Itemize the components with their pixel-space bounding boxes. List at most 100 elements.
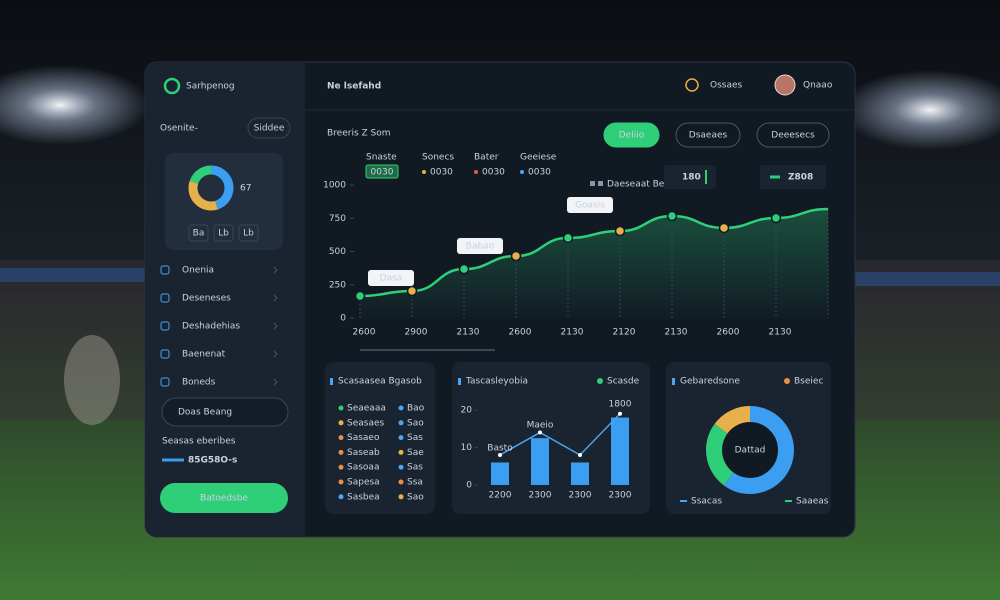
point[interactable] bbox=[406, 285, 418, 297]
nav-item[interactable]: Deseneses bbox=[182, 294, 231, 304]
row-dot bbox=[398, 405, 404, 411]
annotation-box bbox=[457, 238, 503, 254]
content: Sarhpenog Osenite- Siddee 67 Ba Lb Lb Onenia Des… bbox=[160, 74, 833, 514]
nav-item[interactable]: Deshadehias bbox=[182, 322, 240, 332]
tab[interactable] bbox=[603, 122, 660, 148]
nav-icon bbox=[160, 293, 170, 303]
annotation: Maeio bbox=[527, 421, 554, 431]
gauge-button[interactable] bbox=[213, 224, 234, 242]
gauge-button-label[interactable]: Lb bbox=[243, 229, 254, 239]
bar bbox=[571, 462, 589, 485]
section-button[interactable] bbox=[247, 117, 291, 139]
y-tick-label: 500 bbox=[329, 247, 346, 257]
filter-label: Bater bbox=[474, 153, 499, 163]
tab[interactable] bbox=[756, 122, 830, 148]
x-tick-label: 2300 bbox=[569, 491, 592, 501]
point[interactable] bbox=[562, 232, 574, 244]
search-input[interactable] bbox=[161, 397, 289, 427]
donut-center: Dattad bbox=[735, 446, 766, 456]
x-tick-label: 2600 bbox=[717, 328, 740, 338]
row-dot bbox=[338, 435, 344, 441]
gauge-button[interactable] bbox=[238, 224, 259, 242]
header-title: Ne lsefahd bbox=[327, 82, 381, 92]
gauge-label: 67 bbox=[240, 184, 251, 194]
card-title: Scasaasea Bgasob bbox=[338, 377, 422, 387]
y-tick-label: 250 bbox=[329, 280, 346, 290]
gauge-button-label[interactable]: Ba bbox=[193, 229, 205, 239]
user-name[interactable]: Qnaao bbox=[803, 81, 833, 91]
avatar[interactable] bbox=[774, 74, 796, 96]
tab-label[interactable]: Deliio bbox=[619, 131, 645, 141]
row-dot bbox=[398, 464, 404, 470]
filter-label: Geeiese bbox=[520, 153, 557, 163]
brand-icon bbox=[163, 77, 181, 95]
row-dot bbox=[398, 494, 404, 500]
annotation: Dasa bbox=[380, 274, 403, 284]
annotation: Goasis bbox=[575, 201, 605, 211]
point[interactable] bbox=[718, 222, 730, 234]
annotation: Babao bbox=[466, 242, 495, 252]
row-value: Sas bbox=[407, 433, 423, 443]
stadium-light bbox=[840, 70, 1000, 150]
status-text: Ossaes bbox=[710, 81, 743, 91]
row-dot bbox=[338, 405, 344, 411]
row-value: Sao bbox=[407, 492, 424, 502]
legend-swatch bbox=[597, 378, 603, 384]
nav-icon bbox=[160, 321, 170, 331]
nav-item[interactable]: Onenia bbox=[182, 266, 214, 276]
tab-label[interactable]: Deeesecs bbox=[771, 131, 815, 141]
section-label: Osenite- bbox=[160, 124, 198, 134]
point[interactable] bbox=[354, 290, 366, 302]
point[interactable] bbox=[614, 225, 626, 237]
filter-chip[interactable] bbox=[365, 164, 399, 179]
section-button-label[interactable]: Siddee bbox=[254, 124, 285, 134]
x-tick-label: 2120 bbox=[613, 328, 636, 338]
filter-dot bbox=[474, 170, 478, 174]
filter-chip-label[interactable]: 0030 bbox=[482, 168, 505, 178]
card-title: Gebaredsone bbox=[680, 377, 740, 387]
point[interactable] bbox=[666, 210, 678, 222]
x-tick-label: 2130 bbox=[769, 328, 792, 338]
filter-chip-label[interactable]: 0030 bbox=[528, 168, 551, 178]
annotation-box bbox=[567, 197, 613, 213]
x-tick-label: 2300 bbox=[609, 491, 632, 501]
point[interactable] bbox=[770, 212, 782, 224]
stat-value: 85G58O-s bbox=[188, 456, 237, 466]
cta-button[interactable] bbox=[160, 483, 288, 513]
stat-icon bbox=[590, 181, 595, 186]
point[interactable] bbox=[458, 263, 470, 275]
annotation: Basto bbox=[487, 444, 513, 454]
banner bbox=[0, 268, 150, 282]
point[interactable] bbox=[510, 250, 522, 262]
legend-label: Bseiec bbox=[794, 377, 823, 387]
nav-item[interactable]: Boneds bbox=[182, 378, 216, 388]
gauge-button[interactable] bbox=[188, 224, 209, 242]
bar bbox=[531, 438, 549, 485]
y-tick-label: 0 bbox=[466, 481, 472, 491]
row-dot bbox=[338, 449, 344, 455]
search-input-text[interactable]: Doas Beang bbox=[178, 408, 232, 418]
gauge-button-label[interactable]: Lb bbox=[218, 229, 229, 239]
filter-chip-label[interactable]: 0030 bbox=[371, 168, 394, 178]
bar bbox=[491, 462, 509, 485]
row-label: Sapesa bbox=[347, 478, 380, 488]
tab-label[interactable]: Dsaeaes bbox=[689, 131, 728, 141]
tab[interactable] bbox=[675, 122, 741, 148]
donut-hole bbox=[722, 422, 778, 478]
row-dot bbox=[338, 479, 344, 485]
filter-label: Sonecs bbox=[422, 153, 454, 163]
row-dot bbox=[398, 479, 404, 485]
nav-item[interactable]: Baenenat bbox=[182, 350, 226, 360]
x-tick-label: 2600 bbox=[353, 328, 376, 338]
card-title: Tascasleyobia bbox=[465, 377, 528, 387]
stat-a: 180 bbox=[682, 173, 701, 183]
trend-point bbox=[538, 430, 542, 435]
row-dot bbox=[398, 420, 404, 426]
cta-label[interactable]: Batoedsbe bbox=[200, 494, 248, 504]
donut-segment bbox=[188, 165, 234, 211]
filter-chip-label[interactable]: 0030 bbox=[430, 168, 453, 178]
row-dot bbox=[338, 420, 344, 426]
nav-arrow bbox=[273, 378, 278, 386]
nav-icon bbox=[160, 265, 170, 275]
